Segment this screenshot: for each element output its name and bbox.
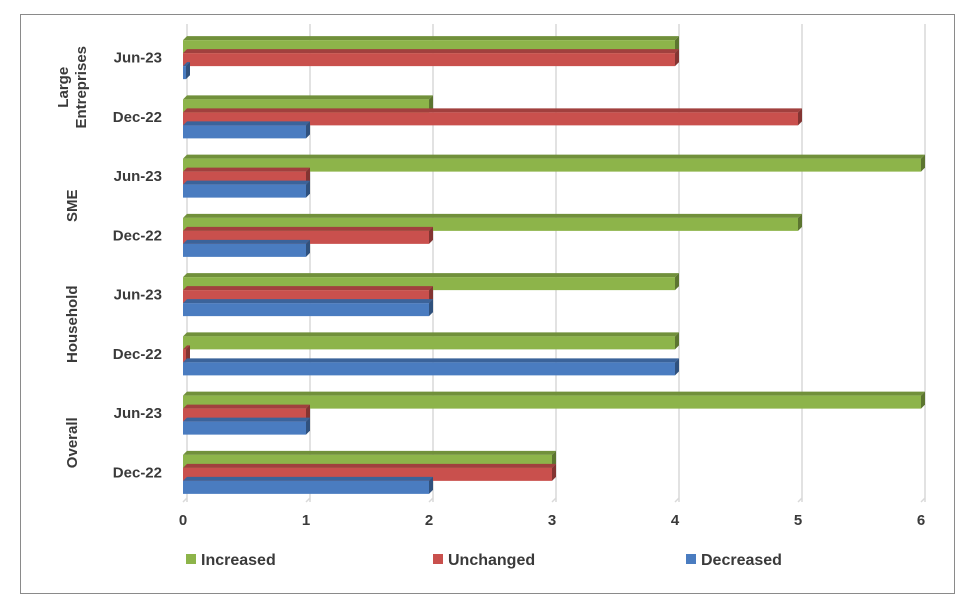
group-label: SME [64, 189, 81, 222]
bar-decreased [183, 66, 186, 80]
group-label: LargeEntreprises [55, 46, 90, 129]
x-tick-label: 0 [179, 512, 187, 529]
bar-side-decreased [306, 121, 310, 139]
legend: Increased Unchanged Decreased [186, 552, 782, 569]
bar-top-decreased [183, 239, 310, 244]
gridline-depth [674, 497, 680, 503]
bar-top-decreased [183, 476, 433, 481]
bar-unchanged [183, 349, 186, 363]
bar-top-decreased [183, 121, 310, 126]
bar-side-decreased [306, 180, 310, 198]
bar-side-unchanged [186, 345, 190, 363]
bar-side-decreased [306, 239, 310, 257]
bar-increased [183, 158, 921, 172]
bar-side-decreased [429, 299, 433, 317]
bar-top-decreased [183, 299, 433, 304]
bar-side-increased [429, 95, 433, 113]
bar-top-increased [183, 154, 925, 159]
bar-side-increased [675, 273, 679, 291]
gridline-depth [182, 497, 188, 503]
x-tick-label: 5 [794, 512, 802, 529]
category-label: Jun-23 [114, 405, 162, 422]
bar-top-unchanged [183, 463, 556, 468]
bar-decreased [183, 303, 429, 317]
category-label: Jun-23 [114, 168, 162, 185]
bar-top-increased [183, 36, 679, 41]
bar-top-increased [183, 450, 556, 455]
category-label: Dec-22 [113, 464, 162, 481]
bar-top-increased [183, 273, 679, 278]
bar-top-unchanged [183, 49, 679, 54]
legend-label-decreased: Decreased [701, 552, 782, 569]
axis-labels: 0 1 2 3 4 5 6 Jun-23 Dec-22 LargeEntreprises Jun-2… [55, 46, 925, 529]
bar-decreased [183, 480, 429, 494]
bar-top-decreased [183, 358, 679, 363]
bar-side-increased [675, 36, 679, 54]
bar-decreased [183, 184, 306, 198]
bar-top-increased [183, 95, 433, 100]
category-label: Jun-23 [114, 50, 162, 67]
bar-side-unchanged [306, 404, 310, 422]
bar-side-unchanged [429, 226, 433, 244]
category-label: Dec-22 [113, 346, 162, 363]
bar-side-unchanged [306, 167, 310, 185]
bar-side-unchanged [552, 463, 556, 481]
x-tick-label: 4 [671, 512, 680, 529]
bar-top-unchanged [183, 404, 310, 409]
bar-increased [183, 395, 921, 409]
x-tick-label: 3 [548, 512, 556, 529]
bar-top-unchanged [183, 226, 433, 231]
bar-top-unchanged [183, 286, 433, 291]
legend-label-increased: Increased [201, 552, 276, 569]
bar-decreased [183, 243, 306, 257]
legend-swatch-unchanged [433, 554, 443, 564]
gridline-depth [551, 497, 557, 503]
bar-increased [183, 336, 675, 350]
group-label: Household [64, 286, 81, 364]
bar-side-increased [552, 450, 556, 468]
bar-decreased [183, 362, 675, 376]
bar-top-unchanged [183, 108, 802, 113]
category-label: Dec-22 [113, 109, 162, 126]
bar-side-increased [921, 391, 925, 409]
legend-label-unchanged: Unchanged [448, 552, 535, 569]
bars [183, 36, 925, 494]
bar-side-increased [675, 332, 679, 350]
bar-top-increased [183, 332, 679, 337]
legend-swatch-increased [186, 554, 196, 564]
bar-top-decreased [183, 62, 190, 67]
gridline-depth [428, 497, 434, 503]
bar-side-decreased [675, 358, 679, 376]
bar-top-decreased [183, 417, 310, 422]
bar-decreased [183, 421, 306, 435]
bar-top-unchanged [183, 167, 310, 172]
legend-swatch-decreased [686, 554, 696, 564]
bar-side-unchanged [675, 49, 679, 67]
category-label: Dec-22 [113, 227, 162, 244]
gridline-depth [920, 497, 926, 503]
gridline-depth [305, 497, 311, 503]
x-tick-label: 6 [917, 512, 925, 529]
group-label: Overall [64, 417, 81, 468]
bar-side-increased [798, 213, 802, 231]
x-tick-label: 1 [302, 512, 310, 529]
bar-side-decreased [429, 476, 433, 494]
bar-decreased [183, 125, 306, 139]
bar-unchanged [183, 53, 675, 67]
bar-side-unchanged [798, 108, 802, 126]
gridline-depth [797, 497, 803, 503]
bar-side-decreased [306, 417, 310, 435]
bar-side-unchanged [429, 286, 433, 304]
bar-side-decreased [186, 62, 190, 80]
bar-top-increased [183, 213, 802, 218]
category-label: Jun-23 [114, 287, 162, 304]
bar-top-unchanged [183, 345, 190, 350]
bar-top-decreased [183, 180, 310, 185]
x-tick-label: 2 [425, 512, 433, 529]
bar-unchanged [183, 112, 798, 126]
bar-top-increased [183, 391, 925, 396]
bar-side-increased [921, 154, 925, 172]
